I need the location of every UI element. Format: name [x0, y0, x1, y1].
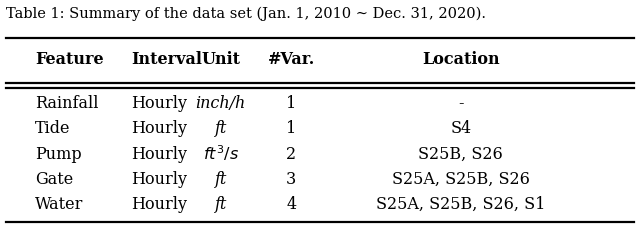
- Text: -: -: [458, 95, 463, 112]
- Text: Hourly: Hourly: [131, 120, 187, 137]
- Text: Interval: Interval: [131, 51, 202, 68]
- Text: Hourly: Hourly: [131, 95, 187, 112]
- Text: 2: 2: [286, 145, 296, 163]
- Text: Feature: Feature: [35, 51, 104, 68]
- Text: S25A, S25B, S26: S25A, S25B, S26: [392, 171, 530, 188]
- Text: $\mathit{ft}^3\mathit{/s}$: $\mathit{ft}^3\mathit{/s}$: [203, 144, 239, 164]
- Text: S25B, S26: S25B, S26: [419, 145, 503, 163]
- Text: 1: 1: [286, 95, 296, 112]
- Text: Hourly: Hourly: [131, 145, 187, 163]
- Text: 4: 4: [286, 196, 296, 213]
- Text: 3: 3: [286, 171, 296, 188]
- Text: Tide: Tide: [35, 120, 70, 137]
- Text: Location: Location: [422, 51, 500, 68]
- Text: 1: 1: [286, 120, 296, 137]
- Text: ft: ft: [214, 196, 227, 213]
- Text: Hourly: Hourly: [131, 171, 187, 188]
- Text: Gate: Gate: [35, 171, 74, 188]
- Text: Table 1: Summary of the data set (Jan. 1, 2010 ∼ Dec. 31, 2020).: Table 1: Summary of the data set (Jan. 1…: [6, 7, 486, 21]
- Text: S25A, S25B, S26, S1: S25A, S25B, S26, S1: [376, 196, 545, 213]
- Text: Unit: Unit: [202, 51, 240, 68]
- Text: S4: S4: [450, 120, 472, 137]
- Text: Pump: Pump: [35, 145, 82, 163]
- Text: ft: ft: [214, 171, 227, 188]
- Text: Hourly: Hourly: [131, 196, 187, 213]
- Text: inch/h: inch/h: [196, 95, 246, 112]
- Text: Water: Water: [35, 196, 84, 213]
- Text: ft: ft: [214, 120, 227, 137]
- Text: Rainfall: Rainfall: [35, 95, 99, 112]
- Text: #Var.: #Var.: [268, 51, 315, 68]
